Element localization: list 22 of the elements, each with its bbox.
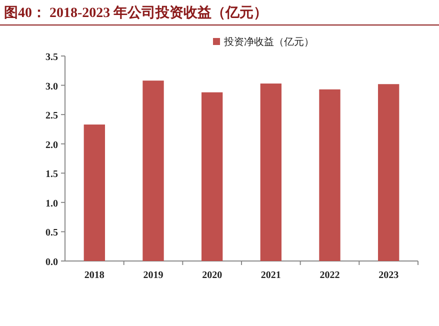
bar <box>378 84 400 261</box>
bar <box>84 124 106 261</box>
x-tick-label: 2022 <box>320 270 340 281</box>
y-tick-label: 3.5 <box>46 52 58 63</box>
y-tick-label: 0.0 <box>46 257 58 268</box>
x-tick-label: 2020 <box>202 270 222 281</box>
y-tick-label: 2.5 <box>46 110 58 122</box>
y-tick-label: 2.0 <box>46 140 58 151</box>
y-tick-label: 1.5 <box>46 169 58 180</box>
x-tick-label: 2018 <box>84 270 104 281</box>
x-tick-label: 2023 <box>378 270 399 281</box>
bar <box>142 80 164 261</box>
y-tick-label: 1.0 <box>46 198 58 210</box>
bar <box>201 92 223 261</box>
x-tick-label: 2019 <box>143 270 164 281</box>
chart-title: 图40： 2018-2023 年公司投资收益（亿元） <box>4 5 268 21</box>
bar <box>260 84 282 261</box>
legend-label: 投资净收益（亿元） <box>223 36 314 48</box>
y-tick-label: 0.5 <box>46 228 58 239</box>
x-tick-label: 2021 <box>260 270 281 281</box>
y-tick-label: 3.0 <box>46 81 58 92</box>
bar <box>319 89 340 261</box>
